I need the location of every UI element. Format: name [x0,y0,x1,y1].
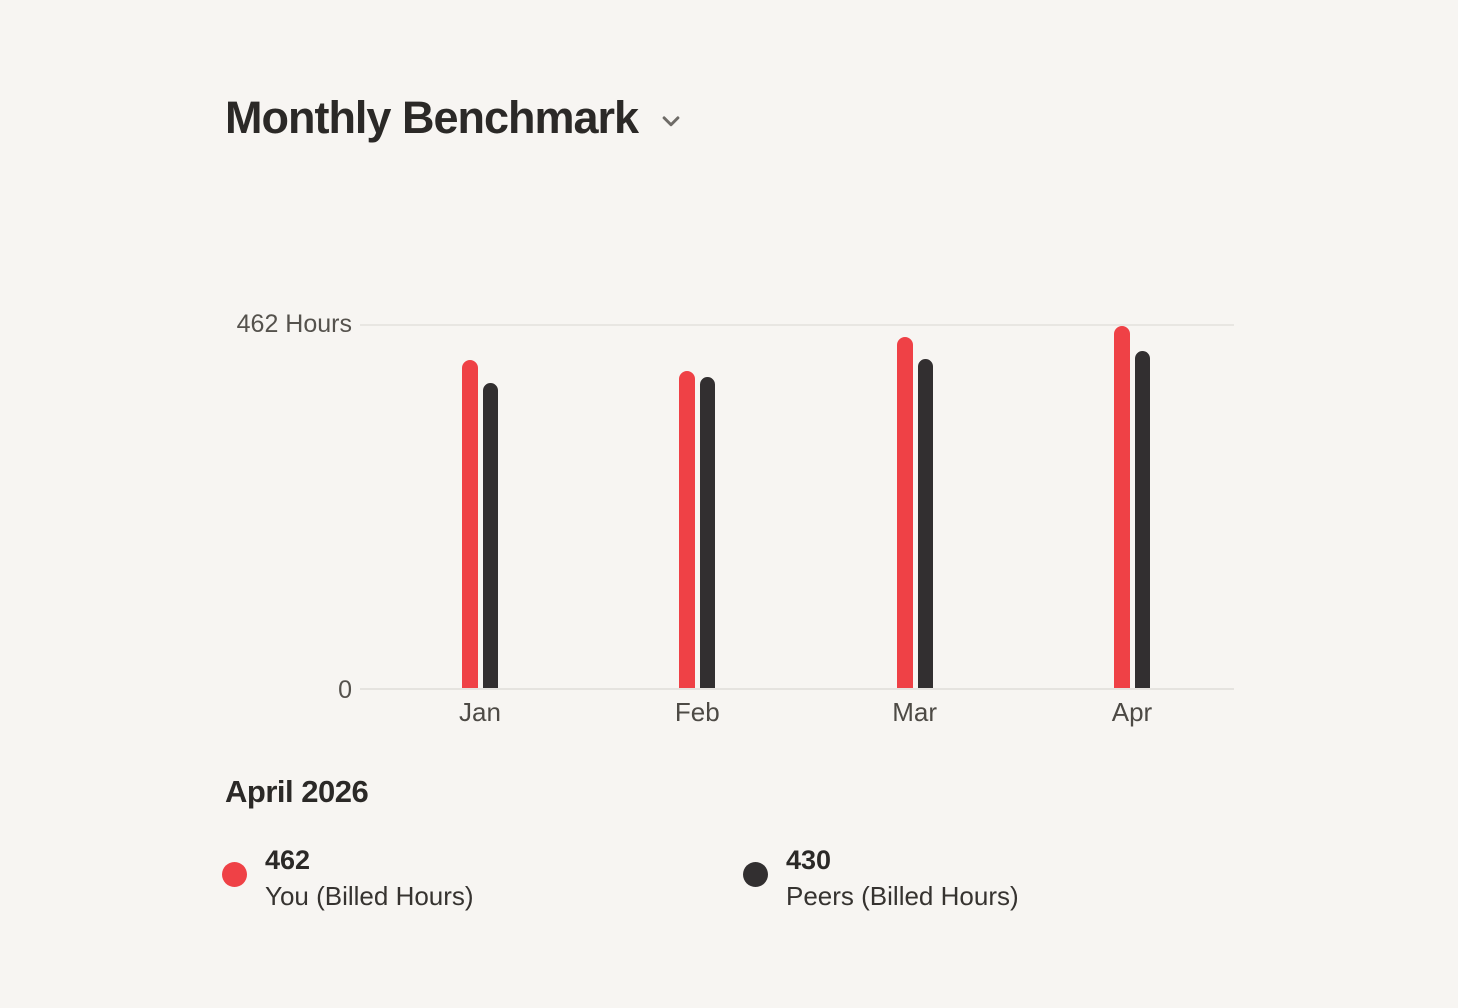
bar-group-mar[interactable] [896,337,933,688]
x-tick-feb: Feb [674,697,720,727]
legend-item-you: 462 You (Billed Hours) [222,845,474,911]
x-tick-mar: Mar [892,697,938,727]
bar-you-jan[interactable] [462,360,478,688]
legend-value-peers: 430 [786,845,832,875]
plot-area: Jan Feb Mar Apr [360,324,1234,727]
bar-you-apr[interactable] [1113,326,1130,688]
bar-peers-apr[interactable] [1134,351,1150,688]
bar-peers-jan[interactable] [483,383,498,688]
legend-dot-you-icon [222,862,247,887]
bar-group-feb[interactable] [679,371,716,688]
legend-item-peers: 430 Peers (Billed Hours) [743,845,1019,911]
selected-month-title: April 2026 [225,774,369,809]
bar-group-apr[interactable] [1113,326,1150,688]
x-tick-jan: Jan [459,697,501,727]
benchmark-dropdown[interactable]: Monthly Benchmark [225,92,686,144]
bar-peers-feb[interactable] [700,377,716,688]
legend-value-you: 462 [265,845,311,875]
y-axis-min-label: 0 [338,676,352,704]
y-axis-max-label: 462 Hours [236,310,352,338]
legend-text-you: 462 You (Billed Hours) [265,845,474,911]
page-title: Monthly Benchmark [225,92,639,143]
x-tick-apr: Apr [1111,697,1153,727]
bar-peers-mar[interactable] [917,359,933,688]
legend-text-peers: 430 Peers (Billed Hours) [786,845,1019,911]
chevron-down-icon [662,116,680,127]
bar-you-mar[interactable] [896,337,913,688]
bar-you-feb[interactable] [679,371,696,688]
legend-label-you: You (Billed Hours) [265,881,474,911]
legend-dot-peers-icon [743,862,768,887]
bar-group-jan[interactable] [462,360,498,688]
legend-label-peers: Peers (Billed Hours) [786,881,1019,911]
